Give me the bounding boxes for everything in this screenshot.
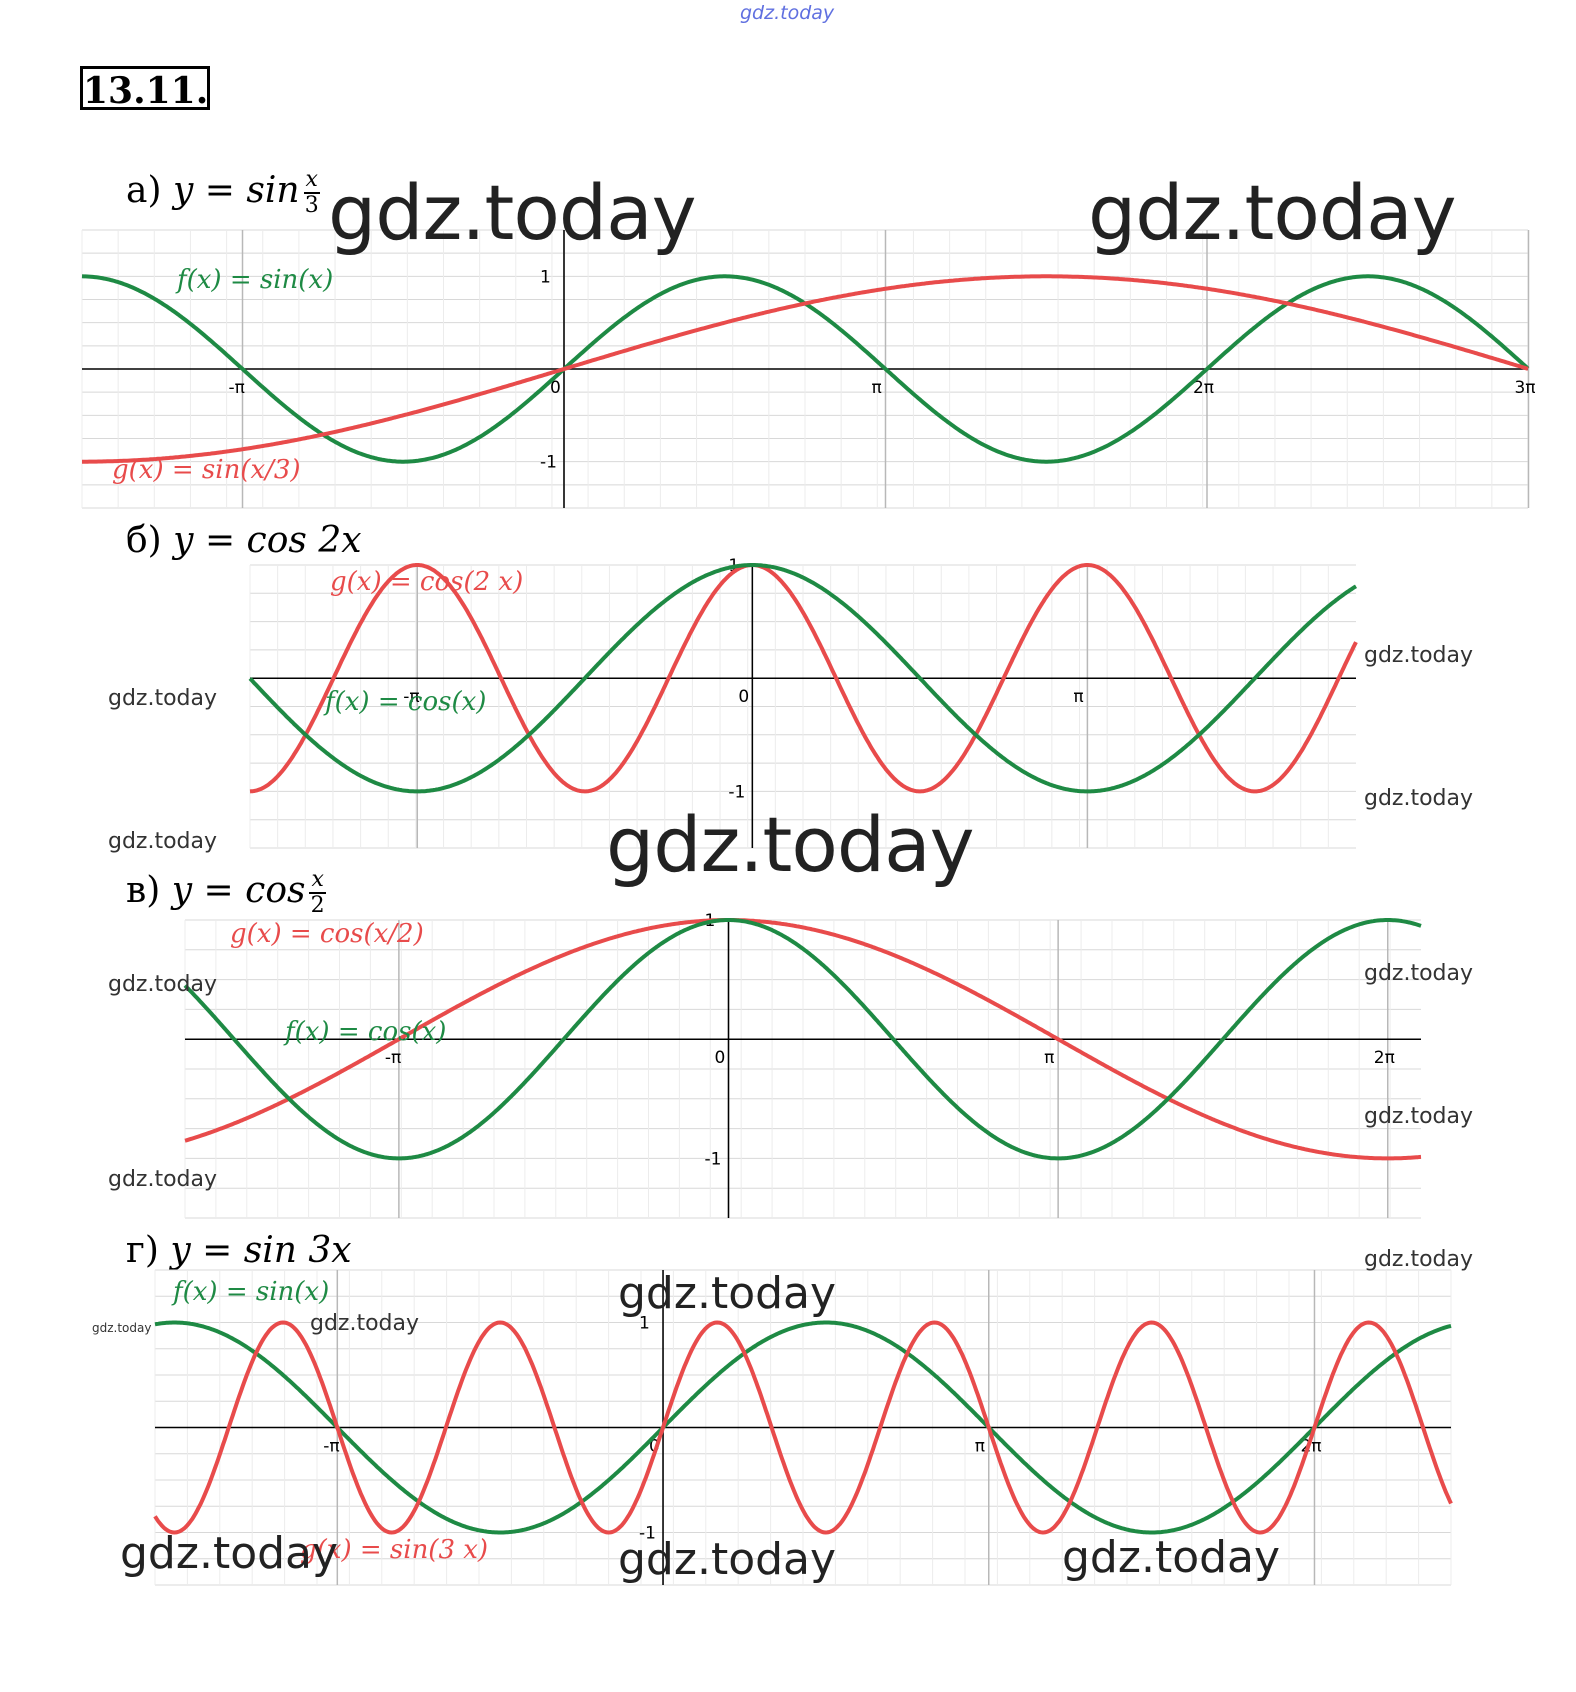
part-b-letter: б) [126,520,162,561]
part-a-letter: а) [126,170,162,211]
watermark: gdz.today [108,829,218,854]
x-tick-label: 0 [550,378,561,398]
y-tick-label: 1 [639,1314,650,1334]
x-tick-label: π [1073,687,1083,707]
watermark: gdz.today [1364,643,1474,668]
watermark: gdz.today [310,1311,420,1336]
part-a-label: а) y = sin x 3 [126,168,320,218]
part-c-frac-num: x [309,867,326,894]
x-tick-label: π [871,378,881,398]
series-g-label: g(x) = sin(x/3) [112,455,301,485]
part-c-letter: в) [126,870,161,911]
series-g-label: g(x) = sin(3 x) [300,1535,488,1565]
x-tick-label: 3π [1514,378,1535,398]
x-tick-label: 2π [1374,1048,1395,1068]
part-b-label: б) y = cos 2x [126,520,362,561]
chart-c: -π 0 π 2π1-1g(x) = cos(x/2)f(x) = cos(x) [183,911,1422,1219]
part-c-function: y = cos [171,870,306,911]
x-tick-label: 0 [738,687,749,707]
y-tick-label: -1 [728,782,745,802]
series-g-label: g(x) = cos(2 x) [330,567,523,597]
y-tick-label: -1 [540,453,557,473]
part-a-function: y = sin [172,170,300,211]
part-b-function: y = cos 2x [173,520,362,561]
watermark: gdz.today [120,1528,339,1579]
series-g-line [184,918,1422,1161]
part-c-label: в) y = cos x 2 [126,868,326,918]
series-f-label: f(x) = cos(x) [283,1017,446,1047]
part-a-frac-num: x [303,167,320,194]
watermark: gdz.today [606,800,975,889]
problem-number: 13.11. [80,66,210,112]
watermark: gdz.today [108,686,218,711]
watermark: gdz.today [618,1268,837,1319]
site-mark: gdz.today [740,2,835,24]
watermark: gdz.today [108,1167,218,1192]
part-d-function: y = sin 3x [170,1230,352,1271]
series-f-label: f(x) = sin(x) [175,265,333,295]
chart-a: -π 0 π 2π 3π 1 -1 f(x) = sin(x) g(x) = sin(x/3) [81,229,1536,509]
x-tick-label: π [1044,1048,1054,1068]
watermark: gdz.today [1364,961,1474,986]
watermark: gdz.today [1088,168,1457,257]
x-tick-label: -π [229,378,245,398]
part-c-frac-den: 2 [310,893,325,918]
series-g-line [81,274,1529,464]
watermark: gdz.today [1364,1104,1474,1129]
series-f-label: f(x) = sin(x) [171,1277,329,1307]
x-tick-label: 0 [649,1437,660,1457]
part-d-label: г) y = sin 3x [126,1230,352,1271]
watermark: gdz.today [1062,1532,1281,1583]
series-f-line [154,1320,1452,1535]
x-tick-label: -π [323,1437,339,1457]
part-d-letter: г) [126,1230,159,1271]
chart-b: -π 0 π1-1g(x) = cos(2 x)f(x) = cos(x) [248,556,1358,849]
watermark: gdz.today [1364,786,1474,811]
chart-d: -π 0 π 2π1-1f(x) = sin(x)g(x) = sin(3 x) [153,1269,1453,1586]
series-f-line [248,563,1357,794]
x-tick-label: π [975,1437,985,1457]
part-a-frac-den: 3 [304,193,319,218]
series-g-line [249,563,1358,794]
watermark: gdz.today [1364,1247,1474,1272]
watermark: gdz.today [618,1534,837,1585]
x-tick-label: 0 [715,1048,726,1068]
y-tick-label: 1 [540,267,551,287]
watermark: gdz.today [328,168,697,257]
y-tick-label: -1 [705,1149,722,1169]
x-tick-label: 2π [1193,378,1214,398]
series-f-label: f(x) = cos(x) [323,687,486,717]
watermark: gdz.today [92,1321,152,1335]
series-f-line [183,918,1422,1161]
series-g-label: g(x) = cos(x/2) [230,919,424,949]
x-tick-label: -π [403,687,419,707]
watermark: gdz.today [108,972,218,997]
y-tick-label: -1 [639,1524,656,1544]
x-tick-label: -π [385,1048,401,1068]
series-g-line [153,1320,1453,1535]
